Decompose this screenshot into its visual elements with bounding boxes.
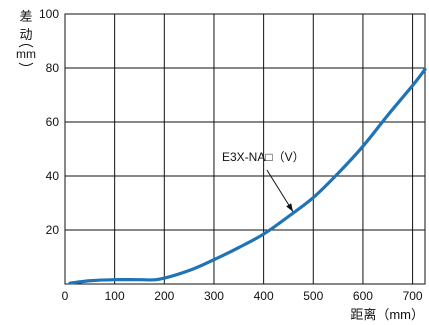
y-tick-label: 80 [46, 61, 60, 75]
y-tick-label: 40 [46, 169, 60, 183]
plot-frame [64, 13, 426, 285]
x-tick-label: 0 [62, 289, 69, 303]
x-axis-label: 距离（mm） [350, 307, 424, 322]
y-axis-label-char-1: 差 [19, 9, 32, 24]
x-tick-label: 500 [303, 289, 323, 303]
y-axis-label-bracket-open [18, 44, 34, 48]
x-tick-label: 100 [105, 289, 125, 303]
y-axis-label-unit: mm [16, 47, 36, 61]
y-tick-label: 100 [39, 7, 59, 21]
y-tick-label: 60 [46, 115, 60, 129]
x-tick-label: 600 [353, 289, 373, 303]
series [68, 67, 427, 285]
annotation-arrow-line [266, 169, 294, 212]
annotation-arrow-head [286, 203, 293, 212]
grid [65, 14, 425, 284]
series-line-0 [68, 67, 427, 285]
axis-labels: 差动 mm 距离（mm） [16, 9, 424, 322]
x-tick-label: 400 [254, 289, 274, 303]
y-axis-label-char-2: 动 [19, 27, 32, 42]
x-tick-label: 300 [204, 289, 224, 303]
annotation-label: E3X-NA□（V） [222, 150, 305, 164]
y-axis-label-bracket-close [18, 62, 34, 66]
y-tick-label: 20 [46, 223, 60, 237]
tick-labels: 0 100 200 300 400 500 600 700 20 40 60 80 100 [39, 7, 423, 303]
x-tick-label: 700 [403, 289, 423, 303]
annotation: E3X-NA□（V） [222, 150, 305, 212]
x-tick-label: 200 [154, 289, 174, 303]
